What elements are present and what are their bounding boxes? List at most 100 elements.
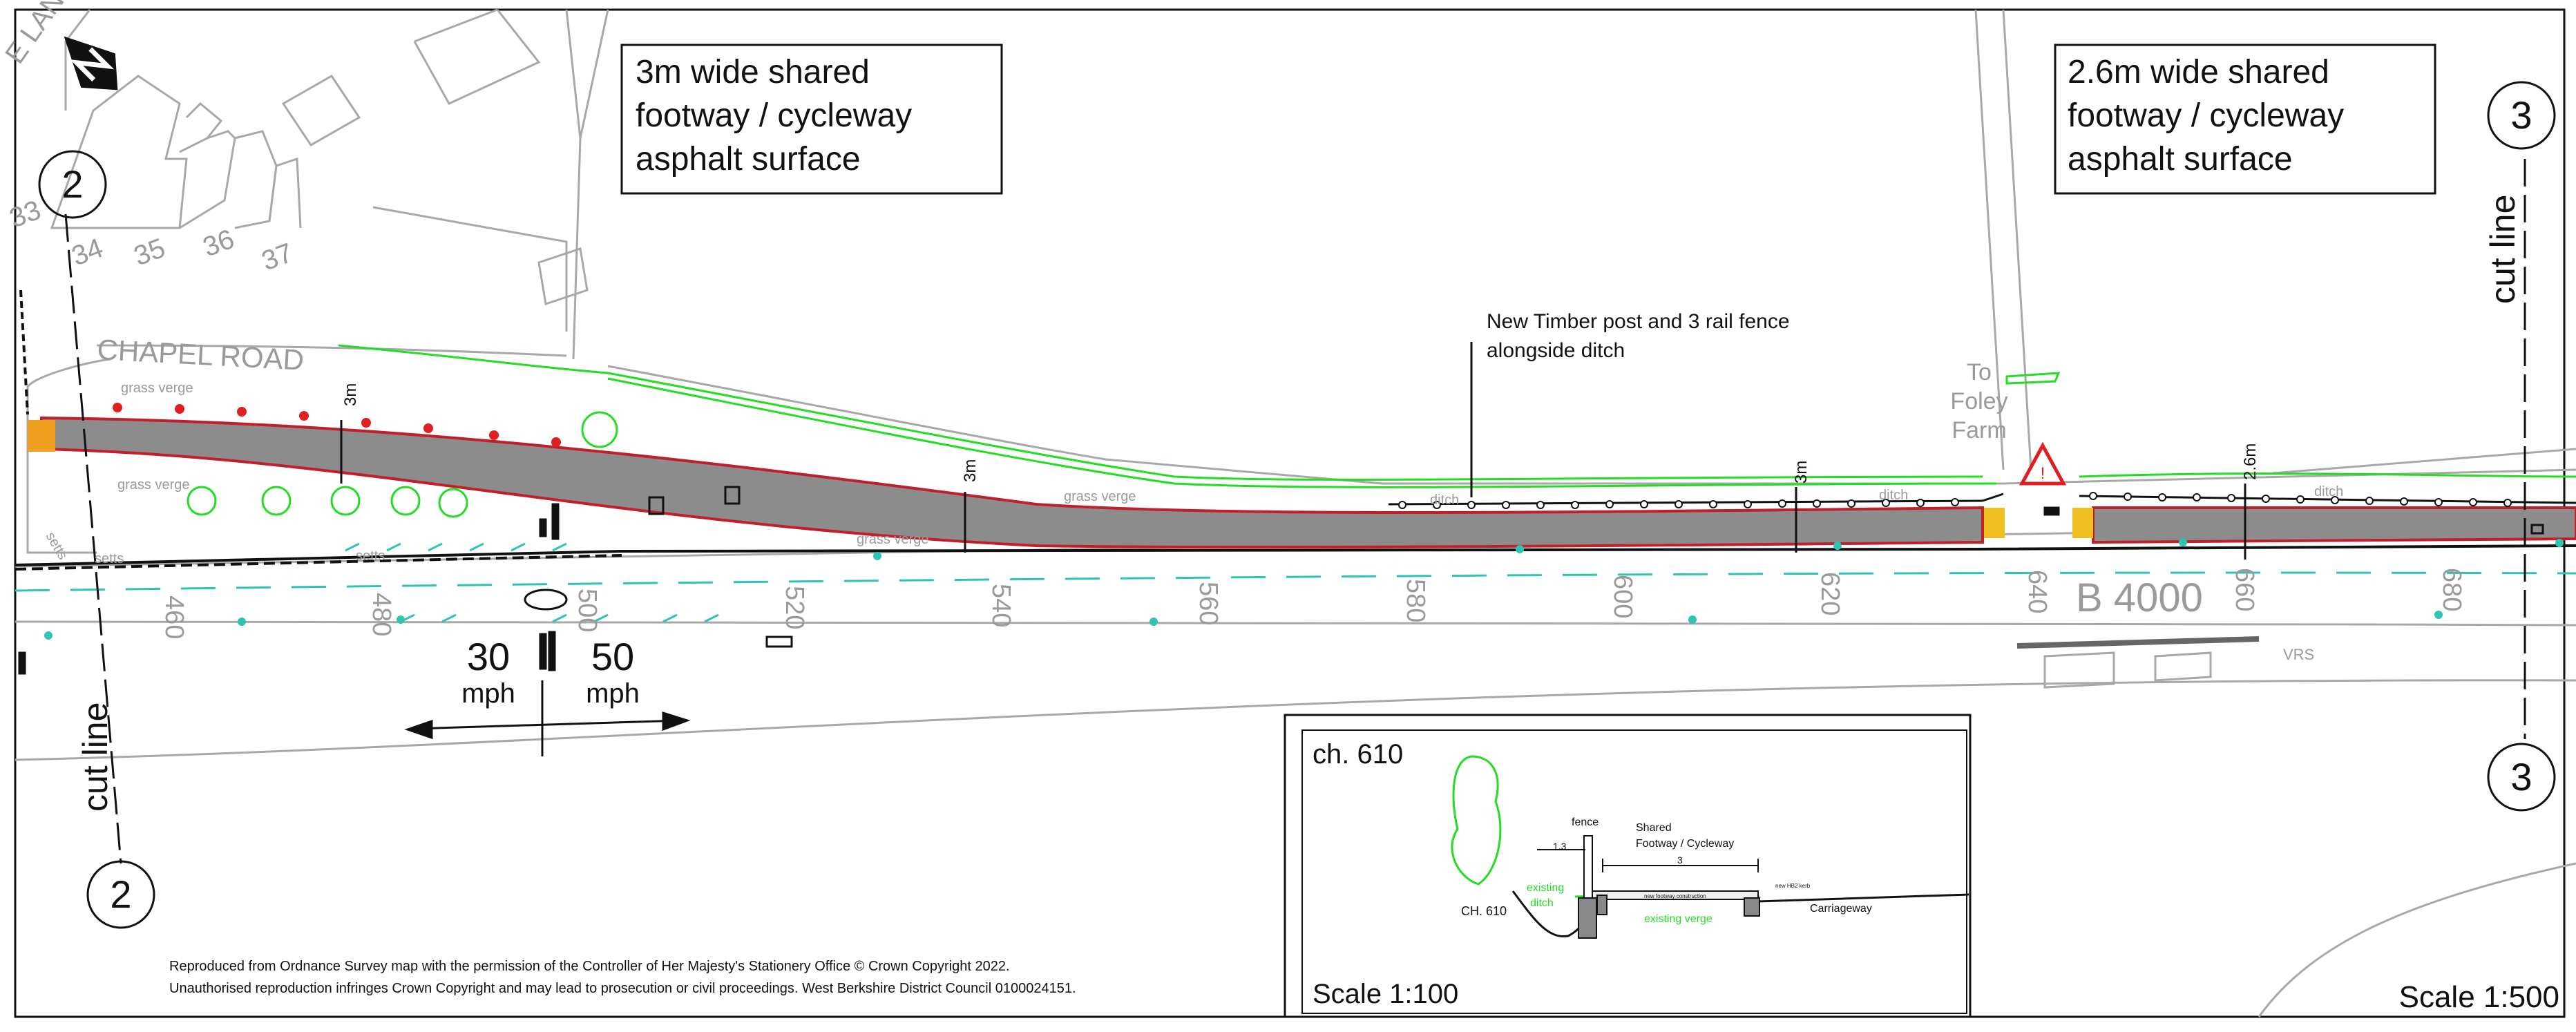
- street-furniture: [18, 486, 2544, 675]
- chainage-label: 500: [573, 589, 602, 632]
- speed-limit-left-unit: mph: [461, 678, 515, 709]
- cut-line-label: cut line: [76, 703, 115, 812]
- cut-line-text: 2 2 3 3 cut line cut line: [61, 93, 2532, 916]
- svg-text:asphalt surface: asphalt surface: [636, 141, 861, 178]
- cut-line-number: 3: [2510, 93, 2532, 137]
- svg-text:footway / cycleway: footway / cycleway: [636, 97, 912, 134]
- inset-existing-verge: existing verge: [1644, 913, 1712, 925]
- proposed-footway: [40, 416, 2576, 549]
- setts-label: setts: [356, 548, 385, 564]
- inset-dim-1-3: 1.3: [1553, 841, 1567, 852]
- svg-text:2.6m wide shared: 2.6m wide shared: [2068, 54, 2329, 90]
- red-markers: [113, 403, 561, 447]
- vrs-barrier: [2016, 636, 2260, 649]
- width-label: 2.6m: [2241, 443, 2260, 480]
- inset-ch-label: CH. 610: [1461, 904, 1507, 918]
- callout-left-line1: 3m wide shared: [636, 54, 870, 90]
- chainage-label: 600: [1608, 575, 1637, 618]
- north-arrow-icon: [64, 36, 118, 90]
- callout-right-line2: footway / cycleway: [2068, 97, 2344, 134]
- cut-line-markers: [38, 81, 2556, 929]
- grass-verge-label: grass verge: [117, 477, 190, 493]
- inset-existing-ditch-line1: existing: [1527, 882, 1564, 894]
- verge-lines: [338, 344, 2576, 488]
- inset-scale: Scale 1:100: [1313, 979, 1458, 1009]
- chainage-label: 620: [1815, 572, 1844, 615]
- cut-line-number: 3: [2510, 755, 2532, 799]
- chainage-label: 460: [160, 595, 189, 639]
- width-labels: 3m 3m 3m 2.6m: [341, 383, 2260, 484]
- ditch-label: ditch: [2314, 484, 2343, 499]
- ditch-label: ditch: [1430, 493, 1459, 508]
- warning-triangle-icon: !: [2019, 441, 2067, 486]
- svg-text:3m wide shared: 3m wide shared: [636, 54, 870, 90]
- house-number: 37: [258, 238, 297, 277]
- chainage-label: 540: [986, 584, 1015, 627]
- grass-verge-label: grass verge: [121, 381, 193, 396]
- fence-note-line2: alongside ditch: [1487, 339, 1625, 362]
- foley-farm-line2: Foley: [1950, 388, 2007, 414]
- width-label: 3m: [961, 459, 980, 482]
- drawing-scale: Scale 1:500: [2399, 980, 2559, 1014]
- width-label: 3m: [1792, 461, 1811, 484]
- vrs-label: VRS: [2283, 646, 2314, 663]
- house-number: 33: [6, 195, 45, 234]
- copyright-line1: Reproduced from Ordnance Survey map with…: [169, 959, 1010, 974]
- chainage-label: 580: [1401, 579, 1430, 622]
- callout-right-line3: asphalt surface: [2068, 141, 2293, 178]
- inset-title: ch. 610: [1313, 739, 1403, 770]
- foley-farm-line3: Farm: [1952, 417, 2006, 443]
- chainage-label: 640: [2023, 570, 2052, 613]
- chapel-road-label: CHAPEL ROAD: [97, 333, 305, 376]
- svg-text:footway / cycleway: footway / cycleway: [2068, 97, 2344, 134]
- speed-limit-right-value: 50: [591, 635, 634, 678]
- callout-right-line1: 2.6m wide shared: [2068, 54, 2329, 90]
- cut-line-number: 2: [61, 162, 83, 206]
- inset-carriageway-label: Carriageway: [1810, 903, 1872, 915]
- road-hatching: [345, 542, 719, 623]
- tactile-paving: [28, 420, 2093, 538]
- cut-line-number: 2: [110, 872, 131, 916]
- width-label: 3m: [341, 383, 360, 406]
- inset-dim-3: 3: [1677, 854, 1683, 866]
- speed-limit-left-value: 30: [467, 635, 510, 678]
- chainage-label: 560: [1194, 582, 1223, 625]
- b4000-label: B 4000: [2076, 575, 2203, 620]
- callout-right: 2.6m wide shared footway / cycleway asph…: [2054, 44, 2436, 195]
- road-centreline: [15, 571, 2576, 592]
- fence-posts: [1398, 492, 2512, 509]
- fence-note-line1: New Timber post and 3 rail fence: [1487, 310, 1790, 333]
- grass-verge-label: grass verge: [1064, 489, 1136, 504]
- dimension-arrows: [340, 420, 2246, 560]
- service-markers: [44, 538, 2564, 640]
- svg-text:asphalt surface: asphalt surface: [2068, 141, 2293, 178]
- inset-existing-ditch-line2: ditch: [1530, 897, 1554, 909]
- setts-label: setts: [43, 530, 70, 563]
- house-number: 34: [68, 233, 107, 272]
- inset-shared-line1: Shared: [1636, 822, 1672, 834]
- chainage-label: 660: [2230, 568, 2259, 611]
- svg-text:!: !: [2041, 464, 2045, 483]
- inset-shared-line2: Footway / Cycleway: [1636, 838, 1734, 850]
- carriageway-edge: [15, 289, 2576, 571]
- speed-limit-right-unit: mph: [586, 678, 640, 709]
- timber-fence: [1388, 493, 2576, 506]
- foley-farm-line1: To: [1967, 359, 1992, 385]
- tree-icon: [187, 411, 618, 518]
- callout-left: 3m wide shared footway / cycleway asphal…: [620, 44, 1003, 195]
- setts-label: setts: [95, 551, 124, 566]
- chainage-labels: 460 480 500 520 540 560 580 600 620 640 …: [160, 568, 2466, 639]
- chainage-label: 480: [367, 593, 396, 636]
- house-number: 35: [130, 233, 169, 272]
- copyright-line2: Unauthorised reproduction infringes Crow…: [169, 981, 1076, 996]
- callout-left-line2: footway / cycleway: [636, 97, 912, 134]
- inset-construction-label: new footway construction: [1644, 893, 1706, 899]
- chainage-label: 520: [780, 586, 809, 629]
- grass-verge-label: grass verge: [857, 532, 929, 547]
- speed-change-marker: [404, 680, 691, 756]
- ditch-label: ditch: [1879, 488, 1908, 503]
- inset-cross-section: ch. 610 Scale 1:100 fence Shared Footway…: [1284, 714, 1972, 1018]
- inset-kerb-label: new HB2 kerb: [1775, 883, 1811, 889]
- inset-fence-label: fence: [1572, 816, 1599, 828]
